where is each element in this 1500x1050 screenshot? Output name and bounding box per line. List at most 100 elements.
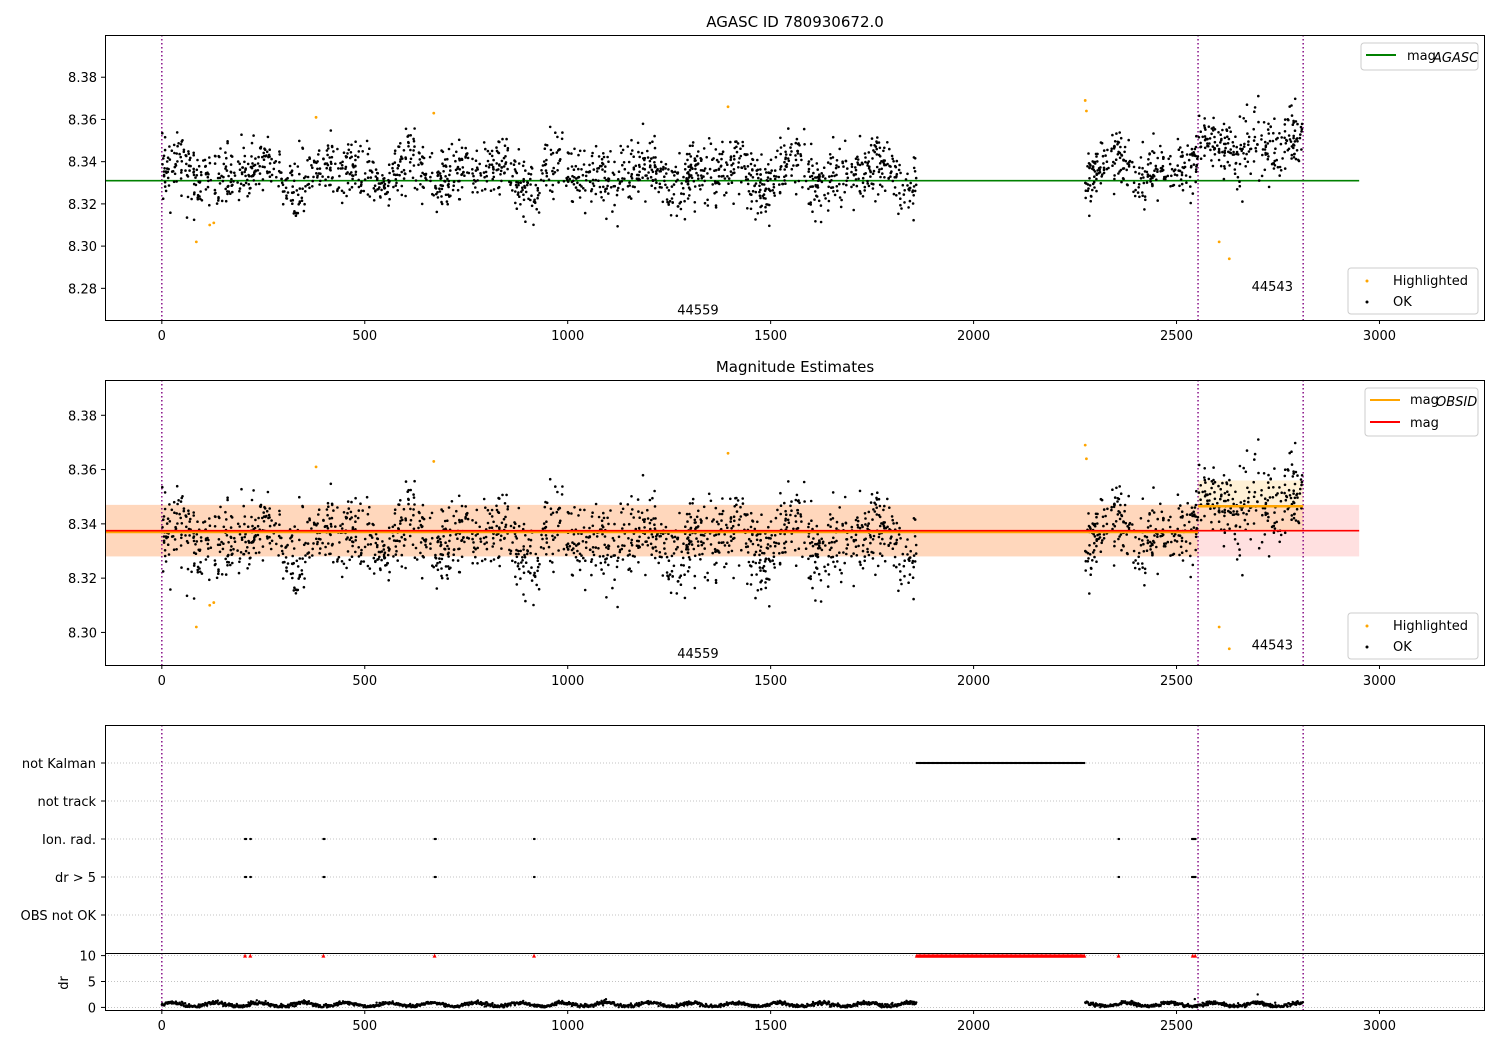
- p1-ok-point: [452, 180, 456, 184]
- p1-ok-point: [583, 149, 586, 153]
- p1-ok-point: [1106, 148, 1109, 152]
- p1-ok-point: [1238, 184, 1242, 188]
- p2-ok-point: [826, 523, 830, 527]
- p1-ok-point: [769, 171, 772, 175]
- p1-ok-point: [1212, 116, 1215, 120]
- p2-ok-point: [452, 548, 456, 552]
- p2-ok-point: [578, 508, 582, 512]
- p2-ok-point: [512, 526, 516, 529]
- p2-ok-point: [558, 506, 561, 510]
- p1-ok-point: [766, 203, 769, 206]
- p2-ok-point: [703, 547, 706, 550]
- p2-ok-point: [663, 547, 666, 550]
- p1-ok-point: [336, 189, 339, 193]
- p2-ok-point: [556, 490, 559, 494]
- p2-ok-point: [216, 543, 220, 547]
- p1-ok-point: [716, 181, 719, 184]
- p1-ok-point: [762, 193, 766, 196]
- p1-ok-point: [354, 140, 357, 143]
- p1-ok-point: [523, 184, 526, 188]
- p2-ok-point: [1293, 482, 1297, 486]
- p1-ok-point: [253, 163, 257, 167]
- p1-ok-point: [397, 164, 401, 168]
- p1-ok-point: [412, 139, 416, 143]
- p1-ok-point: [404, 194, 407, 198]
- p1-ok-point: [715, 158, 719, 162]
- p1-ok-point: [861, 176, 865, 180]
- p2-ok-point: [827, 573, 831, 576]
- p1-ok-point: [691, 167, 694, 170]
- p1-ok-point: [641, 122, 645, 126]
- p2-ok-point: [376, 558, 379, 561]
- p1-ok-point: [471, 172, 474, 175]
- p2-ok-point: [311, 547, 315, 551]
- p2-ok-point: [1212, 466, 1215, 469]
- p1-ok-point: [515, 171, 519, 175]
- p1-ok-point: [479, 174, 483, 177]
- p2-ok-point: [809, 554, 812, 558]
- p2-ok-point: [584, 540, 588, 544]
- p1-ok-point: [400, 193, 404, 197]
- p2-ok-point: [751, 519, 754, 522]
- p1-ok-point: [827, 199, 831, 203]
- p1-ok-point: [292, 179, 296, 183]
- p1-ok-point: [1097, 172, 1100, 175]
- p2-ok-point: [400, 535, 404, 539]
- p2-ok-point: [561, 485, 564, 488]
- p2-ok-point: [424, 540, 427, 543]
- p1-ok-point: [829, 162, 832, 166]
- p1-ok-point: [810, 157, 813, 161]
- p2-ok-point: [1247, 490, 1251, 494]
- p2-highlighted-point: [1217, 625, 1221, 629]
- p2-ok-point: [208, 517, 211, 520]
- p2-ok-point: [346, 550, 350, 553]
- p1-ok-point: [781, 182, 785, 186]
- p1-ok-point: [757, 176, 760, 180]
- p1-ok-point: [784, 150, 787, 154]
- p2-ok-point: [360, 551, 363, 555]
- p2-ok-point: [621, 507, 625, 511]
- p1-ok-point: [400, 184, 404, 188]
- p2-ok-point: [522, 593, 525, 596]
- p1-ok-point: [911, 190, 914, 194]
- p1-ok-point: [1169, 154, 1172, 158]
- p2-ok-point: [588, 526, 591, 530]
- p2-ok-point: [1160, 510, 1164, 514]
- p2-ok-point: [651, 535, 655, 539]
- p1-ok-point: [529, 173, 533, 176]
- p1-ok-point: [404, 127, 408, 131]
- legend-marker-highlighted: [1365, 279, 1369, 283]
- p2-ok-point: [509, 549, 513, 553]
- p1-ok-point: [867, 184, 871, 188]
- p2-ok-point: [575, 544, 578, 547]
- p2-ok-point: [723, 565, 726, 569]
- p1-ok-point: [1159, 144, 1162, 148]
- p2-ok-point: [871, 518, 874, 521]
- p1-ok-point: [804, 179, 808, 183]
- p2-ok-point: [785, 526, 789, 529]
- p1-ok-point: [817, 199, 821, 203]
- p1-ok-point: [775, 175, 778, 178]
- p1-ok-point: [467, 171, 471, 175]
- p2-ok-point: [400, 553, 404, 557]
- p2-ok-point: [841, 522, 844, 526]
- p1-ok-point: [515, 186, 519, 189]
- p2-ok-point: [522, 522, 526, 526]
- p2-ok-point: [903, 559, 906, 562]
- p2-ok-point: [794, 520, 798, 523]
- p1-ok-point: [281, 202, 285, 206]
- p1-ok-point: [659, 167, 662, 170]
- p1-ok-point: [874, 145, 878, 148]
- p2-ok-point: [242, 552, 245, 556]
- p1-ok-point: [697, 177, 700, 180]
- p1-ok-point: [458, 158, 462, 162]
- p1-ok-point: [1300, 148, 1303, 151]
- p2-ok-point: [1288, 451, 1291, 455]
- p2-ok-point: [161, 570, 165, 573]
- p1-ok-point: [1199, 157, 1203, 160]
- p2-ok-point: [387, 526, 391, 530]
- p2-ok-point: [246, 525, 250, 528]
- p2-ok-point: [293, 586, 296, 589]
- p1-ok-point: [1223, 154, 1226, 157]
- p2-ok-point: [667, 559, 671, 562]
